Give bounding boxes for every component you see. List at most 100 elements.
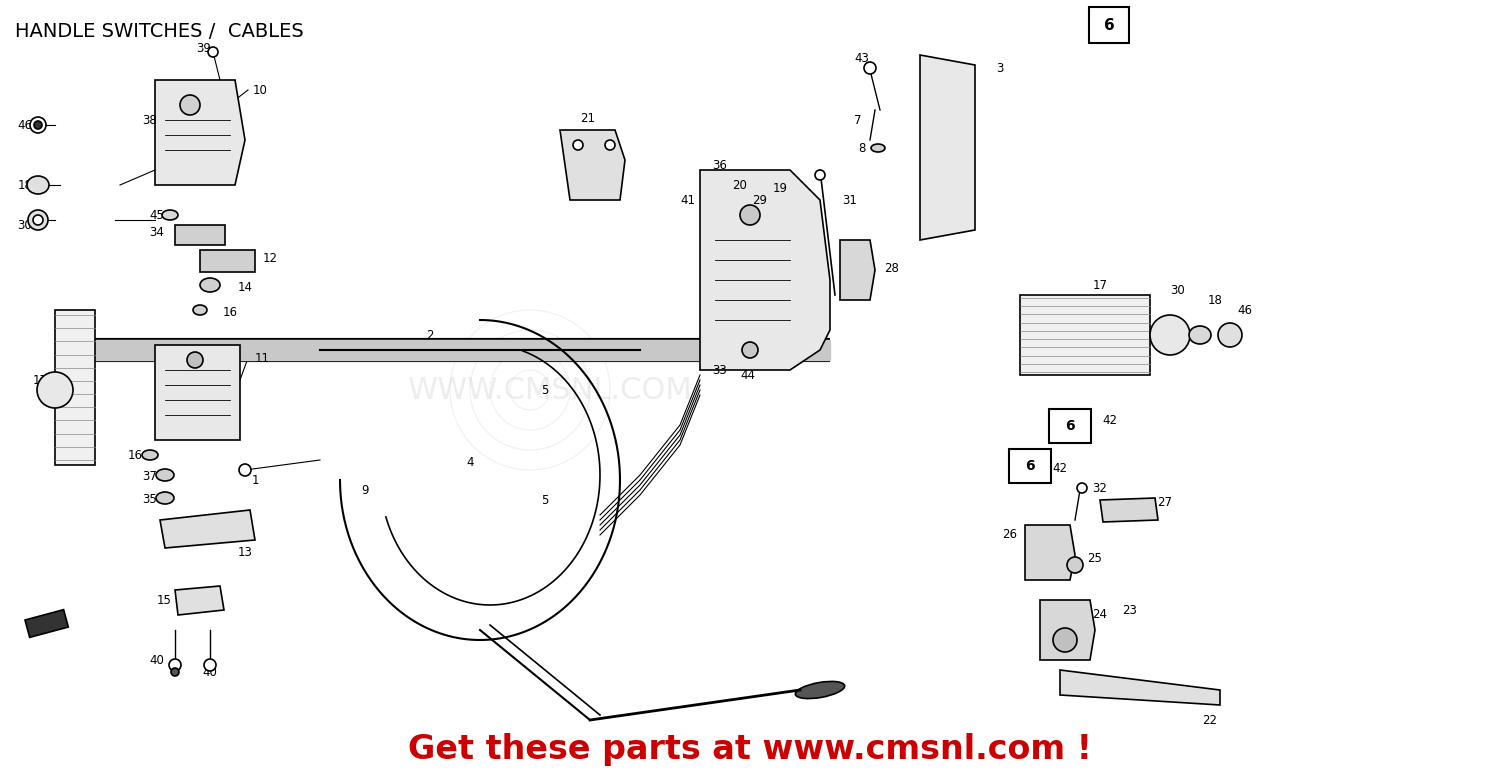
Text: 1: 1 bbox=[251, 474, 258, 486]
Circle shape bbox=[604, 140, 615, 150]
Text: 13: 13 bbox=[237, 546, 252, 559]
Circle shape bbox=[1077, 483, 1088, 493]
Text: 39: 39 bbox=[196, 42, 211, 55]
Text: 28: 28 bbox=[885, 261, 900, 274]
Text: 44: 44 bbox=[741, 369, 756, 382]
Text: 33: 33 bbox=[712, 363, 728, 376]
Polygon shape bbox=[700, 170, 830, 370]
Polygon shape bbox=[1040, 600, 1095, 660]
Circle shape bbox=[30, 117, 46, 133]
Ellipse shape bbox=[156, 469, 174, 481]
Text: 46: 46 bbox=[1238, 304, 1252, 316]
Circle shape bbox=[171, 668, 178, 676]
Text: 45: 45 bbox=[150, 209, 165, 222]
Text: 17: 17 bbox=[33, 373, 48, 386]
Polygon shape bbox=[160, 510, 255, 548]
Circle shape bbox=[1218, 323, 1242, 347]
Text: 19: 19 bbox=[772, 182, 788, 195]
Polygon shape bbox=[176, 586, 223, 615]
Circle shape bbox=[209, 47, 218, 57]
Text: HANDLE SWITCHES /  CABLES: HANDLE SWITCHES / CABLES bbox=[15, 22, 303, 41]
Text: 6: 6 bbox=[1024, 459, 1035, 473]
Text: 40: 40 bbox=[150, 653, 165, 666]
Text: 27: 27 bbox=[1158, 495, 1173, 509]
Bar bbox=[200, 250, 255, 272]
Circle shape bbox=[170, 659, 182, 671]
Text: 16: 16 bbox=[222, 305, 237, 318]
Text: WWW.CMSNL.COM: WWW.CMSNL.COM bbox=[408, 376, 693, 404]
FancyBboxPatch shape bbox=[1089, 7, 1130, 43]
Circle shape bbox=[180, 95, 200, 115]
Ellipse shape bbox=[142, 450, 158, 460]
Text: 9: 9 bbox=[362, 483, 369, 496]
Polygon shape bbox=[560, 130, 626, 200]
Text: 31: 31 bbox=[843, 193, 858, 206]
Circle shape bbox=[204, 659, 216, 671]
Text: 6: 6 bbox=[1104, 18, 1114, 32]
Polygon shape bbox=[1100, 498, 1158, 522]
Circle shape bbox=[238, 464, 250, 476]
Text: 3: 3 bbox=[996, 62, 1004, 74]
Text: 26: 26 bbox=[1002, 529, 1017, 542]
Ellipse shape bbox=[1190, 326, 1210, 344]
Text: 16: 16 bbox=[128, 448, 142, 461]
Text: 32: 32 bbox=[1092, 482, 1107, 495]
Polygon shape bbox=[840, 240, 874, 300]
Bar bbox=[26, 610, 69, 638]
Circle shape bbox=[815, 170, 825, 180]
Text: 20: 20 bbox=[732, 179, 747, 192]
Text: 14: 14 bbox=[237, 281, 252, 294]
Text: 15: 15 bbox=[156, 594, 171, 607]
Polygon shape bbox=[154, 80, 244, 185]
Text: 29: 29 bbox=[753, 193, 768, 206]
Text: 2: 2 bbox=[426, 329, 433, 342]
Ellipse shape bbox=[200, 278, 220, 292]
Text: 43: 43 bbox=[855, 52, 870, 64]
Bar bbox=[176, 225, 225, 245]
Text: 24: 24 bbox=[1092, 608, 1107, 621]
Text: 10: 10 bbox=[252, 83, 267, 97]
Text: Get these parts at www.cmsnl.com !: Get these parts at www.cmsnl.com ! bbox=[408, 734, 1092, 767]
Ellipse shape bbox=[194, 305, 207, 315]
Text: 18: 18 bbox=[18, 179, 33, 192]
Circle shape bbox=[34, 121, 42, 129]
Text: 38: 38 bbox=[142, 114, 158, 127]
Text: 17: 17 bbox=[1092, 278, 1107, 291]
Ellipse shape bbox=[162, 210, 178, 220]
Polygon shape bbox=[1060, 670, 1220, 705]
Text: 12: 12 bbox=[262, 251, 278, 264]
Text: 6: 6 bbox=[1065, 419, 1076, 433]
Text: 23: 23 bbox=[1122, 604, 1137, 617]
Circle shape bbox=[33, 215, 44, 225]
Text: 4: 4 bbox=[466, 455, 474, 468]
Text: 35: 35 bbox=[142, 492, 158, 506]
FancyBboxPatch shape bbox=[1048, 409, 1090, 443]
Polygon shape bbox=[154, 345, 240, 440]
Circle shape bbox=[1150, 315, 1190, 355]
Text: 22: 22 bbox=[1203, 713, 1218, 727]
Bar bbox=[56, 310, 94, 465]
Ellipse shape bbox=[795, 682, 844, 699]
Ellipse shape bbox=[871, 144, 885, 152]
Polygon shape bbox=[920, 55, 975, 240]
Text: 25: 25 bbox=[1088, 551, 1102, 564]
Circle shape bbox=[1066, 557, 1083, 573]
Text: 30: 30 bbox=[18, 219, 33, 231]
Text: 41: 41 bbox=[681, 193, 696, 206]
Text: 37: 37 bbox=[142, 469, 158, 482]
Circle shape bbox=[573, 140, 584, 150]
Circle shape bbox=[740, 205, 760, 225]
Text: 5: 5 bbox=[542, 383, 549, 397]
Text: 11: 11 bbox=[255, 352, 270, 365]
Text: 7: 7 bbox=[855, 114, 861, 127]
Circle shape bbox=[1053, 628, 1077, 652]
Circle shape bbox=[28, 210, 48, 230]
Text: 42: 42 bbox=[1102, 414, 1118, 427]
Text: 8: 8 bbox=[858, 141, 865, 155]
Ellipse shape bbox=[156, 492, 174, 504]
Text: 46: 46 bbox=[18, 118, 33, 131]
Text: 34: 34 bbox=[150, 226, 165, 239]
Ellipse shape bbox=[27, 176, 50, 194]
Text: 21: 21 bbox=[580, 111, 596, 124]
Bar bbox=[1020, 295, 1150, 375]
